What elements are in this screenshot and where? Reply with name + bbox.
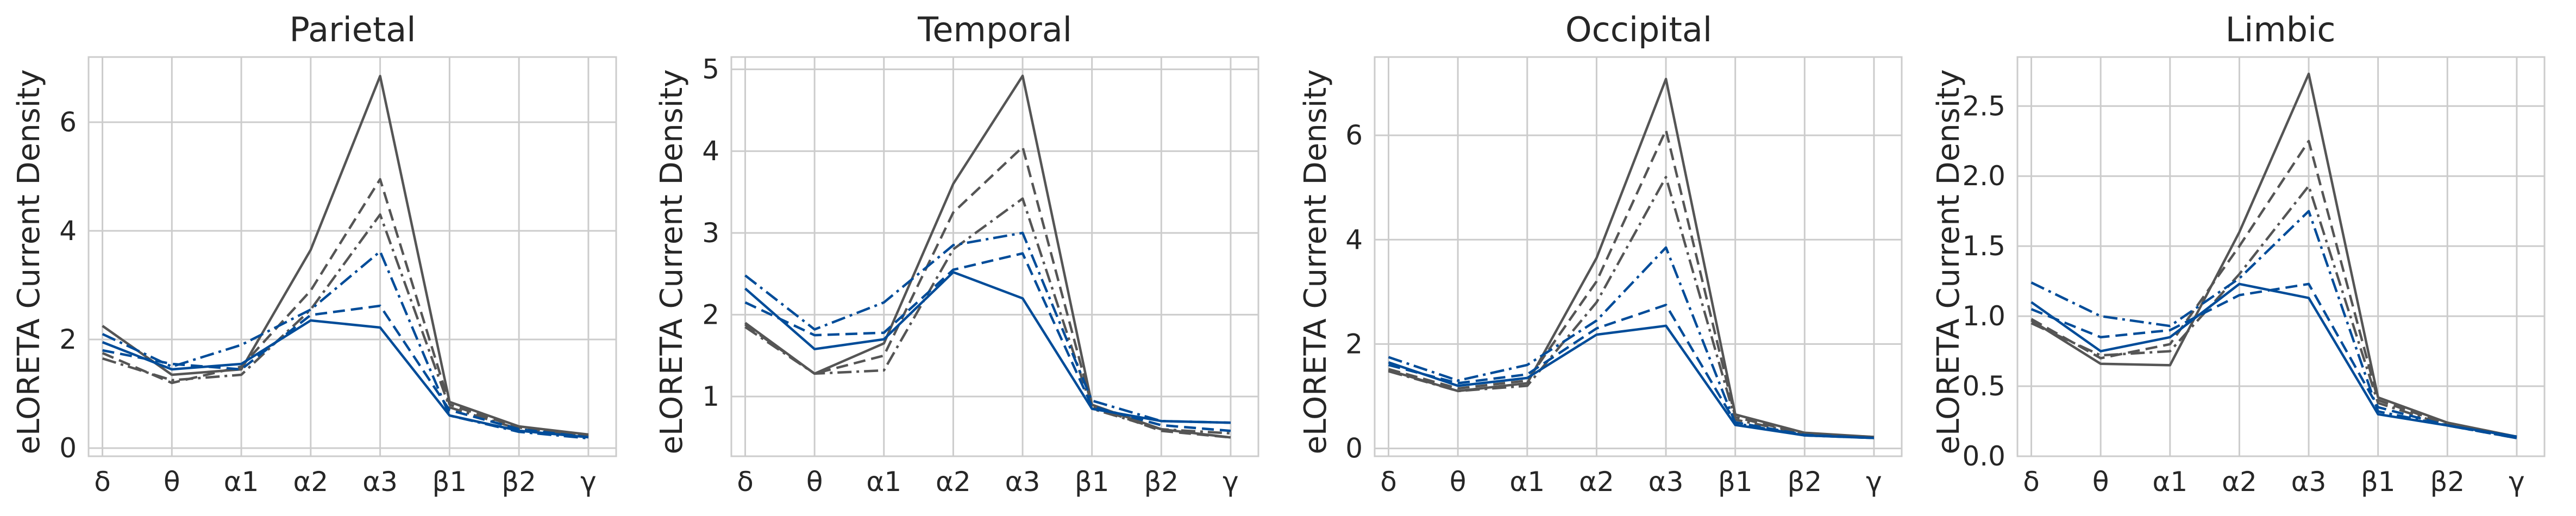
plot-frame — [87, 56, 617, 457]
series-line-3 — [1388, 175, 1875, 439]
x-tick-label: δ — [737, 466, 754, 498]
y-tick-label: 4 — [59, 215, 77, 247]
series-line-2 — [744, 146, 1231, 439]
x-tick-label: α3 — [2291, 466, 2327, 498]
x-tick-label: α2 — [2222, 466, 2257, 498]
y-tick-label: 1.0 — [1962, 300, 2005, 332]
panel-title: Parietal — [290, 10, 416, 49]
panel-title: Temporal — [917, 10, 1072, 49]
series-line-6 — [1388, 324, 1874, 439]
series-line-1 — [744, 74, 1231, 439]
x-tick-label: α3 — [1005, 466, 1041, 498]
x-tick-label: β1 — [2361, 466, 2396, 498]
plot-frame — [2016, 56, 2546, 457]
y-tick-label: 6 — [59, 106, 77, 138]
y-tick-label: 0 — [59, 432, 77, 464]
panel-occipital: Occipital eLORETA Current Density 0 2 4 6 δ θ… — [1298, 10, 1903, 498]
y-axis-label: eLORETA Current Density — [1931, 69, 1966, 454]
x-tick-label: α3 — [362, 466, 398, 498]
plot-frame — [1374, 56, 1903, 457]
series-line-5 — [2030, 210, 2517, 439]
series-line-2 — [1388, 129, 1875, 438]
series-line-3 — [744, 197, 1231, 435]
y-tick-label: 5 — [702, 54, 719, 85]
x-tick-label: α1 — [2152, 466, 2188, 498]
x-tick-label: δ — [1380, 466, 1397, 498]
x-tick-label: α1 — [224, 466, 259, 498]
y-tick-label: 3 — [702, 217, 719, 249]
x-tick-label: θ — [164, 466, 180, 498]
x-tick-label: β2 — [1144, 466, 1179, 498]
y-tick-label: 4 — [702, 135, 719, 167]
y-tick-label: 1 — [702, 381, 719, 412]
series-line-2 — [102, 178, 589, 438]
x-tick-label: α2 — [293, 466, 328, 498]
series-line-3 — [2030, 185, 2517, 439]
x-tick-label: δ — [2023, 466, 2040, 498]
series-line-4 — [102, 304, 589, 439]
series-line-4 — [1388, 304, 1875, 439]
y-axis-label: eLORETA Current Density — [11, 69, 47, 454]
series-line-6 — [744, 270, 1231, 424]
x-tick-label: γ — [580, 466, 597, 498]
x-tick-label: α2 — [1579, 466, 1614, 498]
panel-title: Occipital — [1565, 10, 1712, 49]
y-tick-label: 2 — [59, 324, 77, 355]
x-tick-label: θ — [2092, 466, 2109, 498]
x-tick-label: β2 — [1787, 466, 1822, 498]
series-line-5 — [102, 250, 589, 440]
panel-parietal: Parietal eLORETA Current Density 0 2 4 6 δ θ α… — [11, 10, 617, 498]
x-tick-label: α3 — [1649, 466, 1684, 498]
y-tick-label: 0 — [1345, 433, 1363, 464]
y-tick-label: 2 — [702, 299, 719, 330]
series-line-4 — [744, 252, 1231, 432]
y-tick-label: 2 — [1345, 328, 1363, 360]
x-tick-label: β2 — [2430, 466, 2465, 498]
series-line-1 — [2030, 72, 2517, 438]
panel-temporal: Temporal eLORETA Current Density 1 2 3 4 5 δ θ… — [654, 10, 1259, 498]
series-line-5 — [1388, 246, 1874, 439]
x-tick-label: γ — [1866, 466, 1882, 498]
x-tick-label: α1 — [1509, 466, 1545, 498]
panel-title: Limbic — [2226, 10, 2336, 49]
x-tick-label: β1 — [1075, 466, 1110, 498]
y-tick-label: 1.5 — [1962, 230, 2005, 262]
series-line-1 — [102, 74, 589, 436]
x-tick-label: β2 — [502, 466, 536, 498]
series-line-3 — [102, 213, 589, 438]
y-axis-label: eLORETA Current Density — [1298, 69, 1333, 454]
series-line-4 — [2030, 282, 2517, 439]
x-tick-label: θ — [806, 466, 823, 498]
y-tick-label: 2.0 — [1962, 160, 2005, 192]
y-axis-label: eLORETA Current Density — [654, 69, 690, 454]
x-tick-label: β1 — [1718, 466, 1753, 498]
y-tick-label: 4 — [1345, 224, 1363, 255]
x-tick-label: θ — [1450, 466, 1466, 498]
y-tick-label: 0.5 — [1962, 370, 2005, 402]
series-line-5 — [744, 231, 1231, 424]
x-tick-label: α1 — [866, 466, 901, 498]
x-tick-label: γ — [2509, 466, 2525, 498]
x-tick-label: δ — [94, 466, 111, 498]
x-tick-label: β1 — [433, 466, 467, 498]
plot-frame — [730, 56, 1259, 457]
x-tick-label: α2 — [936, 466, 971, 498]
x-tick-label: γ — [1223, 466, 1239, 498]
panel-limbic: Limbic eLORETA Current Density 0.0 0.5 1.0… — [1931, 10, 2546, 498]
series-line-6 — [102, 319, 589, 439]
series-line-6 — [2030, 282, 2517, 438]
y-tick-label: 2.5 — [1962, 90, 2005, 122]
y-tick-label: 0.0 — [1962, 441, 2005, 472]
y-tick-label: 6 — [1345, 119, 1363, 151]
